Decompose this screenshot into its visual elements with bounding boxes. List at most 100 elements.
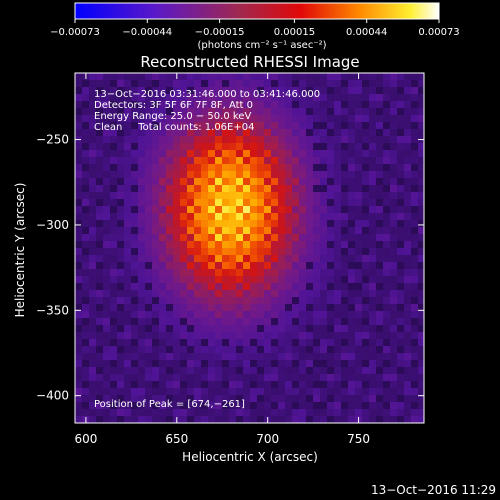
heatmap-cell <box>383 374 390 381</box>
heatmap-cell <box>369 220 376 227</box>
heatmap-cell <box>250 360 257 367</box>
heatmap-cell <box>103 80 110 87</box>
heatmap-cell <box>152 234 159 241</box>
heatmap-cell <box>110 150 117 157</box>
heatmap-cell <box>159 311 166 318</box>
heatmap-cell <box>320 192 327 199</box>
y-tick-label: −300 <box>36 218 69 232</box>
heatmap-cell <box>348 367 355 374</box>
heatmap-cell <box>397 234 404 241</box>
heatmap-cell <box>124 332 131 339</box>
heatmap-cell <box>194 395 201 402</box>
heatmap-cell <box>397 87 404 94</box>
heatmap-cell <box>320 115 327 122</box>
heatmap-cell <box>208 227 215 234</box>
heatmap-cell <box>208 297 215 304</box>
heatmap-cell <box>299 318 306 325</box>
heatmap-cell <box>327 395 334 402</box>
heatmap-cell <box>131 157 138 164</box>
heatmap-cell <box>278 339 285 346</box>
heatmap-cell <box>159 108 166 115</box>
heatmap-cell <box>187 332 194 339</box>
heatmap-cell <box>96 213 103 220</box>
heatmap-cell <box>208 283 215 290</box>
heatmap-cell <box>404 164 411 171</box>
heatmap-cell <box>215 325 222 332</box>
heatmap-cell <box>348 129 355 136</box>
heatmap-cell <box>348 115 355 122</box>
heatmap-cell <box>187 248 194 255</box>
heatmap-cell <box>131 234 138 241</box>
heatmap-cell <box>306 332 313 339</box>
heatmap-cell <box>96 192 103 199</box>
heatmap-cell <box>187 297 194 304</box>
heatmap-cell <box>201 108 208 115</box>
heatmap-cell <box>201 395 208 402</box>
heatmap-cell <box>103 290 110 297</box>
heatmap-cell <box>236 157 243 164</box>
annotation-clean-counts: Clean Total counts: 1.06E+04 <box>94 122 254 133</box>
heatmap-cell <box>362 101 369 108</box>
heatmap-cell <box>264 192 271 199</box>
heatmap-cell <box>138 416 145 423</box>
heatmap-cell <box>131 129 138 136</box>
heatmap-cell <box>278 73 285 80</box>
heatmap-cell <box>376 234 383 241</box>
heatmap-cell <box>390 346 397 353</box>
heatmap-cell <box>271 353 278 360</box>
heatmap-cell <box>278 388 285 395</box>
heatmap-cell <box>397 416 404 423</box>
heatmap-cell <box>110 367 117 374</box>
heatmap-cell <box>306 416 313 423</box>
heatmap-cell <box>327 136 334 143</box>
heatmap-cell <box>376 395 383 402</box>
heatmap-cell <box>124 143 131 150</box>
heatmap-cell <box>390 199 397 206</box>
heatmap-cell <box>96 73 103 80</box>
heatmap-cell <box>390 101 397 108</box>
heatmap-cell <box>152 136 159 143</box>
heatmap-cell <box>383 94 390 101</box>
heatmap-cell <box>397 178 404 185</box>
heatmap-cell <box>250 367 257 374</box>
heatmap-cell <box>138 276 145 283</box>
heatmap-cell <box>89 388 96 395</box>
heatmap-cell <box>236 283 243 290</box>
heatmap-cell <box>173 409 180 416</box>
heatmap-cell <box>117 339 124 346</box>
heatmap-cell <box>264 185 271 192</box>
heatmap-cell <box>152 178 159 185</box>
heatmap-cell <box>383 318 390 325</box>
heatmap-cell <box>285 157 292 164</box>
heatmap-cell <box>194 157 201 164</box>
heatmap-cell <box>369 164 376 171</box>
heatmap-cell <box>180 360 187 367</box>
heatmap-cell <box>159 416 166 423</box>
heatmap-cell <box>411 73 418 80</box>
heatmap-cell <box>341 360 348 367</box>
heatmap-cell <box>299 164 306 171</box>
heatmap-cell <box>82 150 89 157</box>
heatmap-cell <box>75 122 82 129</box>
heatmap-cell <box>327 416 334 423</box>
heatmap-cell <box>341 171 348 178</box>
heatmap-cell <box>404 381 411 388</box>
heatmap-cell <box>215 136 222 143</box>
heatmap-cell <box>334 206 341 213</box>
heatmap-cell <box>215 108 222 115</box>
heatmap-cell <box>320 143 327 150</box>
heatmap-cell <box>264 248 271 255</box>
heatmap-cell <box>397 150 404 157</box>
heatmap-cell <box>397 157 404 164</box>
heatmap-cell <box>299 248 306 255</box>
heatmap-cell <box>103 318 110 325</box>
heatmap-cell <box>96 360 103 367</box>
heatmap-cell <box>229 227 236 234</box>
heatmap-cell <box>306 115 313 122</box>
heatmap-cell <box>194 276 201 283</box>
heatmap-cell <box>348 395 355 402</box>
heatmap-cell <box>341 108 348 115</box>
heatmap-cell <box>250 290 257 297</box>
heatmap-cell <box>383 150 390 157</box>
heatmap-cell <box>334 129 341 136</box>
